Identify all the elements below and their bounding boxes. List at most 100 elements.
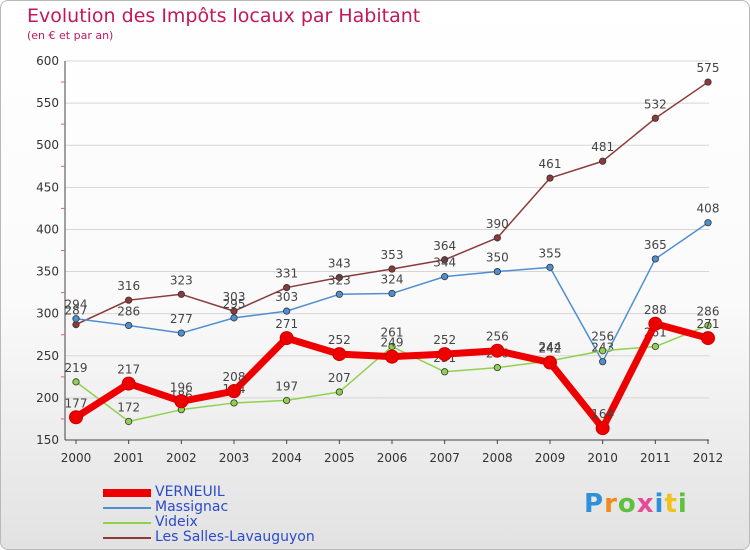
- data-label-videix: 244: [539, 340, 562, 354]
- data-point-les-salles-lavauguyon: [493, 234, 501, 242]
- data-point-verneuil: [490, 343, 505, 358]
- data-label-verneuil: 252: [433, 333, 456, 347]
- legend-label: Massignac: [155, 499, 229, 515]
- data-label-videix: 172: [117, 400, 140, 414]
- data-point-les-salles-lavauguyon: [704, 78, 712, 86]
- data-label-verneuil: 164: [591, 407, 614, 421]
- data-point-verneuil: [385, 349, 399, 364]
- proxiti-logo: Proxiti: [584, 489, 688, 519]
- data-label-videix: 197: [275, 379, 298, 393]
- y-tick-label: 550: [36, 96, 59, 110]
- data-label-massignac: 324: [381, 272, 404, 286]
- x-tick-label: 2005: [324, 451, 355, 465]
- data-label-massignac: 286: [117, 304, 140, 318]
- data-point-verneuil: [543, 355, 557, 370]
- data-point-videix: [230, 399, 238, 407]
- data-label-verneuil: 271: [275, 317, 298, 331]
- data-point-massignac: [651, 255, 659, 263]
- data-point-massignac: [72, 315, 80, 323]
- data-point-verneuil: [701, 331, 715, 346]
- data-label-massignac: 303: [275, 290, 298, 304]
- data-label-les-salles-lavauguyon: 316: [117, 279, 140, 293]
- x-tick-label: 2006: [377, 451, 408, 465]
- data-label-les-salles-lavauguyon: 331: [275, 267, 298, 281]
- legend-swatch: [103, 537, 151, 539]
- data-label-massignac: 323: [328, 273, 351, 287]
- data-label-videix: 256: [591, 330, 614, 344]
- data-label-videix: 261: [381, 326, 404, 340]
- data-label-les-salles-lavauguyon: 481: [591, 140, 614, 154]
- data-label-les-salles-lavauguyon: 364: [433, 239, 456, 253]
- data-point-les-salles-lavauguyon: [335, 273, 343, 282]
- logo-letter: i: [677, 489, 688, 519]
- data-label-massignac: 344: [433, 256, 456, 270]
- logo-letter: o: [617, 489, 637, 519]
- logo-letter: r: [604, 489, 618, 519]
- y-tick-label: 400: [36, 222, 59, 236]
- data-point-verneuil: [595, 421, 610, 436]
- data-point-videix: [441, 368, 449, 376]
- chart-title: Evolution des Impôts locaux par Habitant: [27, 5, 421, 27]
- x-tick-label: 2009: [535, 451, 566, 465]
- data-label-verneuil: 177: [65, 396, 88, 410]
- data-point-les-salles-lavauguyon: [177, 290, 185, 298]
- logo-letter: t: [664, 489, 678, 519]
- data-point-massignac: [441, 273, 449, 281]
- y-tick-label: 450: [36, 180, 59, 194]
- x-tick-label: 2003: [219, 451, 250, 465]
- y-tick-label: 200: [36, 391, 59, 405]
- data-label-verneuil: 242: [539, 342, 562, 356]
- data-point-les-salles-lavauguyon: [125, 296, 133, 304]
- data-point-massignac: [177, 329, 185, 337]
- data-point-verneuil: [174, 394, 189, 409]
- x-tick-label: 2000: [61, 451, 92, 465]
- data-point-videix: [335, 388, 343, 396]
- data-label-massignac: 350: [486, 251, 509, 265]
- legend-swatch: [103, 489, 151, 497]
- data-label-les-salles-lavauguyon: 303: [223, 290, 246, 304]
- data-point-verneuil: [69, 410, 83, 425]
- legend-label: Videix: [155, 514, 198, 530]
- data-label-verneuil: 271: [697, 317, 720, 331]
- data-point-massignac: [599, 358, 607, 366]
- data-label-videix: 207: [328, 371, 351, 385]
- data-point-videix: [599, 347, 607, 355]
- y-tick-label: 250: [36, 349, 59, 363]
- x-tick-label: 2001: [113, 451, 144, 465]
- data-label-massignac: 295: [223, 297, 246, 311]
- data-point-les-salles-lavauguyon: [599, 157, 607, 165]
- data-point-les-salles-lavauguyon: [283, 283, 291, 292]
- data-point-videix: [493, 363, 501, 372]
- legend-label: VERNEUIL: [155, 484, 225, 500]
- data-point-massignac: [283, 307, 291, 315]
- y-tick-label: 350: [36, 265, 59, 279]
- x-tick-label: 2008: [482, 451, 513, 465]
- data-label-massignac: 277: [170, 312, 193, 326]
- data-point-massignac: [493, 267, 501, 276]
- data-point-verneuil: [648, 316, 663, 331]
- data-label-massignac: 355: [539, 246, 562, 260]
- data-label-verneuil: 208: [223, 370, 246, 384]
- data-point-verneuil: [279, 331, 294, 346]
- data-label-les-salles-lavauguyon: 353: [381, 248, 404, 262]
- data-label-videix: 286: [697, 304, 720, 318]
- data-point-massignac: [125, 321, 133, 330]
- data-label-les-salles-lavauguyon: 532: [644, 97, 667, 111]
- data-label-verneuil: 217: [117, 363, 140, 377]
- data-label-verneuil: 196: [170, 380, 193, 394]
- legend-swatch: [103, 522, 151, 524]
- data-point-videix: [72, 378, 80, 386]
- data-label-verneuil: 256: [486, 330, 509, 344]
- data-point-massignac: [230, 314, 238, 322]
- data-label-verneuil: 252: [328, 333, 351, 347]
- x-tick-label: 2011: [640, 451, 671, 465]
- data-point-verneuil: [332, 347, 347, 362]
- data-label-les-salles-lavauguyon: 461: [539, 157, 562, 171]
- y-tick-label: 500: [36, 138, 59, 152]
- data-point-videix: [704, 321, 712, 330]
- data-label-les-salles-lavauguyon: 390: [486, 217, 509, 231]
- data-label-les-salles-lavauguyon: 287: [65, 304, 88, 318]
- legend-label: Les Salles-Lavauguyon: [155, 529, 315, 545]
